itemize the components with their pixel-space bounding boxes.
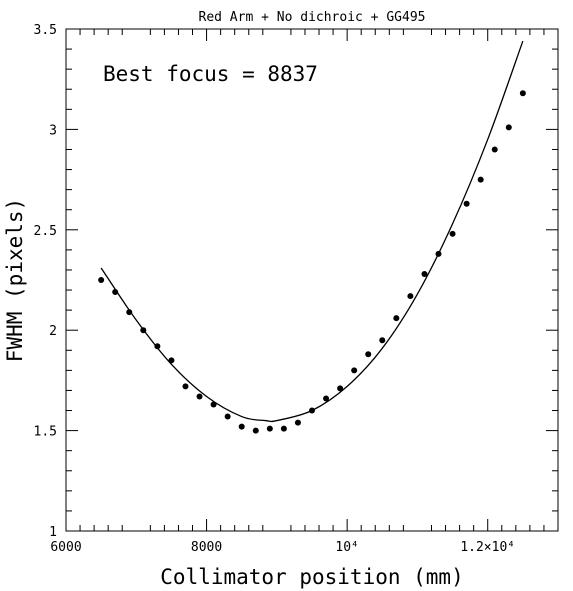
data-point <box>238 423 245 430</box>
data-point <box>210 401 217 408</box>
data-point <box>435 250 442 257</box>
x-tick-label: 1.2×10⁴ <box>460 540 515 555</box>
data-point <box>196 393 203 400</box>
data-point <box>337 385 344 392</box>
tick-labels: 6000 8000 10⁴ 1.2×10⁴ 1 1.5 2 2.5 3 3.5 <box>34 23 516 555</box>
data-points <box>98 90 526 434</box>
data-point <box>393 315 400 322</box>
y-tick-label: 1 <box>49 525 57 540</box>
data-point <box>280 425 287 432</box>
x-tick-label: 10⁴ <box>335 540 358 555</box>
data-point <box>519 90 526 97</box>
data-point <box>252 427 259 434</box>
y-tick-label: 3 <box>49 123 57 138</box>
data-point <box>421 270 428 277</box>
chart-title: Red Arm + No dichroic + GG495 <box>199 10 426 25</box>
y-tick-label: 3.5 <box>34 23 57 38</box>
data-point <box>379 337 386 344</box>
fit-curve <box>100 40 524 423</box>
data-point <box>140 327 147 334</box>
x-tick-label: 8000 <box>191 540 222 555</box>
y-axis-label: FWHM (pixels) <box>3 198 27 362</box>
data-point <box>294 419 301 426</box>
plot-frame <box>65 28 559 532</box>
axis-ticks <box>65 28 558 532</box>
y-tick-label: 2.5 <box>34 224 57 239</box>
data-point <box>126 309 133 316</box>
data-point <box>351 367 358 374</box>
data-point <box>154 343 161 350</box>
data-point <box>168 357 175 364</box>
data-point <box>449 230 456 237</box>
data-point <box>505 124 512 131</box>
data-point <box>266 425 273 432</box>
y-tick-label: 1.5 <box>34 425 57 440</box>
best-focus-annotation: Best focus = 8837 <box>103 62 318 86</box>
data-point <box>491 146 498 153</box>
data-point <box>112 289 119 296</box>
data-point <box>98 277 105 283</box>
y-tick-label: 2 <box>49 324 57 339</box>
data-point <box>477 176 484 183</box>
data-point <box>224 413 231 420</box>
data-point <box>365 351 372 358</box>
data-point <box>182 383 189 390</box>
data-point <box>309 407 315 414</box>
data-point <box>407 293 414 300</box>
x-axis-label: Collimator position (mm) <box>160 565 463 589</box>
x-tick-label: 6000 <box>50 540 81 555</box>
data-point <box>463 200 470 207</box>
data-point <box>323 395 330 402</box>
